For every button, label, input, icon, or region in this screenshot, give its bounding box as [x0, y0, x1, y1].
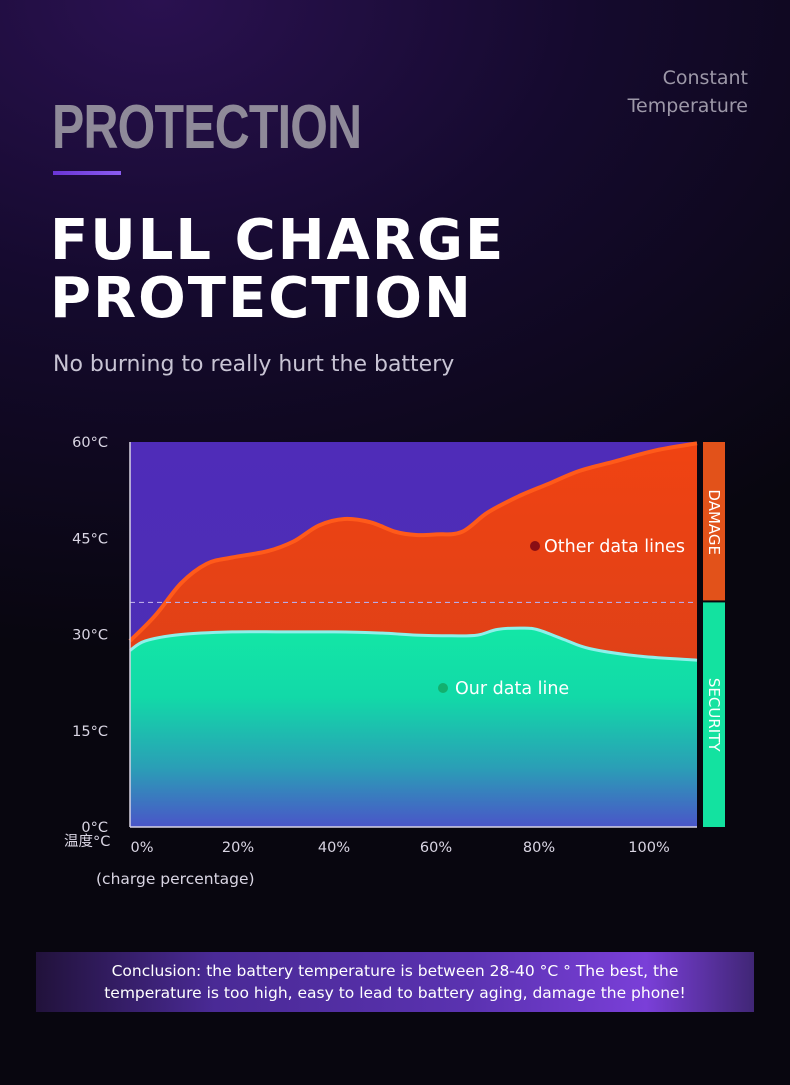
- x-tick-label: 100%: [628, 840, 669, 856]
- y-tick-label: 15°C: [72, 724, 108, 740]
- other-data-lines-legend-dot: [530, 541, 540, 551]
- y-tick-label: 30°C: [72, 628, 108, 644]
- security-zone-label: SECURITY: [705, 678, 723, 752]
- x-tick-label: 60%: [420, 840, 452, 856]
- temperature-chart: DAMAGE SECURITY Other data lines Our dat…: [64, 435, 725, 888]
- page-subtitle: No burning to really hurt the battery: [53, 352, 455, 377]
- constant-temperature-line2: Temperature: [627, 95, 748, 117]
- x-axis-ticks: 0% 20% 40% 60% 80% 100%: [130, 840, 669, 856]
- protection-watermark: PROTECTION: [52, 93, 362, 162]
- y-tick-label: 60°C: [72, 435, 108, 451]
- y-tick-label: 45°C: [72, 531, 108, 547]
- constant-temperature-line1: Constant: [662, 67, 748, 89]
- title-line1: FULL CHARGE: [50, 208, 506, 273]
- our-data-line-legend-label: Our data line: [455, 679, 569, 699]
- other-data-lines-legend-label: Other data lines: [544, 537, 685, 557]
- x-tick-label: 80%: [523, 840, 555, 856]
- x-tick-label: 40%: [318, 840, 350, 856]
- security-zone-bar: [703, 602, 725, 827]
- page-title: FULL CHARGE PROTECTION: [50, 212, 505, 328]
- constant-temperature-label: Constant Temperature: [628, 64, 748, 120]
- conclusion-text: Conclusion: the battery temperature is b…: [104, 962, 686, 1002]
- our-data-line-legend-dot: [438, 683, 448, 693]
- damage-zone-bar: [703, 442, 725, 601]
- y-tick-label: 0°C: [81, 820, 108, 836]
- damage-zone-label: DAMAGE: [705, 489, 723, 555]
- our-data-line-curve: [129, 626, 698, 662]
- conclusion-banner: Conclusion: the battery temperature is b…: [36, 952, 754, 1012]
- y-axis-unit-label: 温度°C: [64, 833, 110, 850]
- x-tick-label: 0%: [130, 840, 153, 856]
- accent-divider: [53, 171, 121, 175]
- x-axis-title: (charge percentage): [96, 870, 255, 888]
- our-data-line-area: [130, 628, 697, 827]
- title-line2: PROTECTION: [50, 266, 473, 331]
- x-tick-label: 20%: [222, 840, 254, 856]
- other-data-lines-curve: [128, 441, 698, 643]
- y-axis-ticks: 0°C 15°C 30°C 45°C 60°C: [72, 435, 108, 836]
